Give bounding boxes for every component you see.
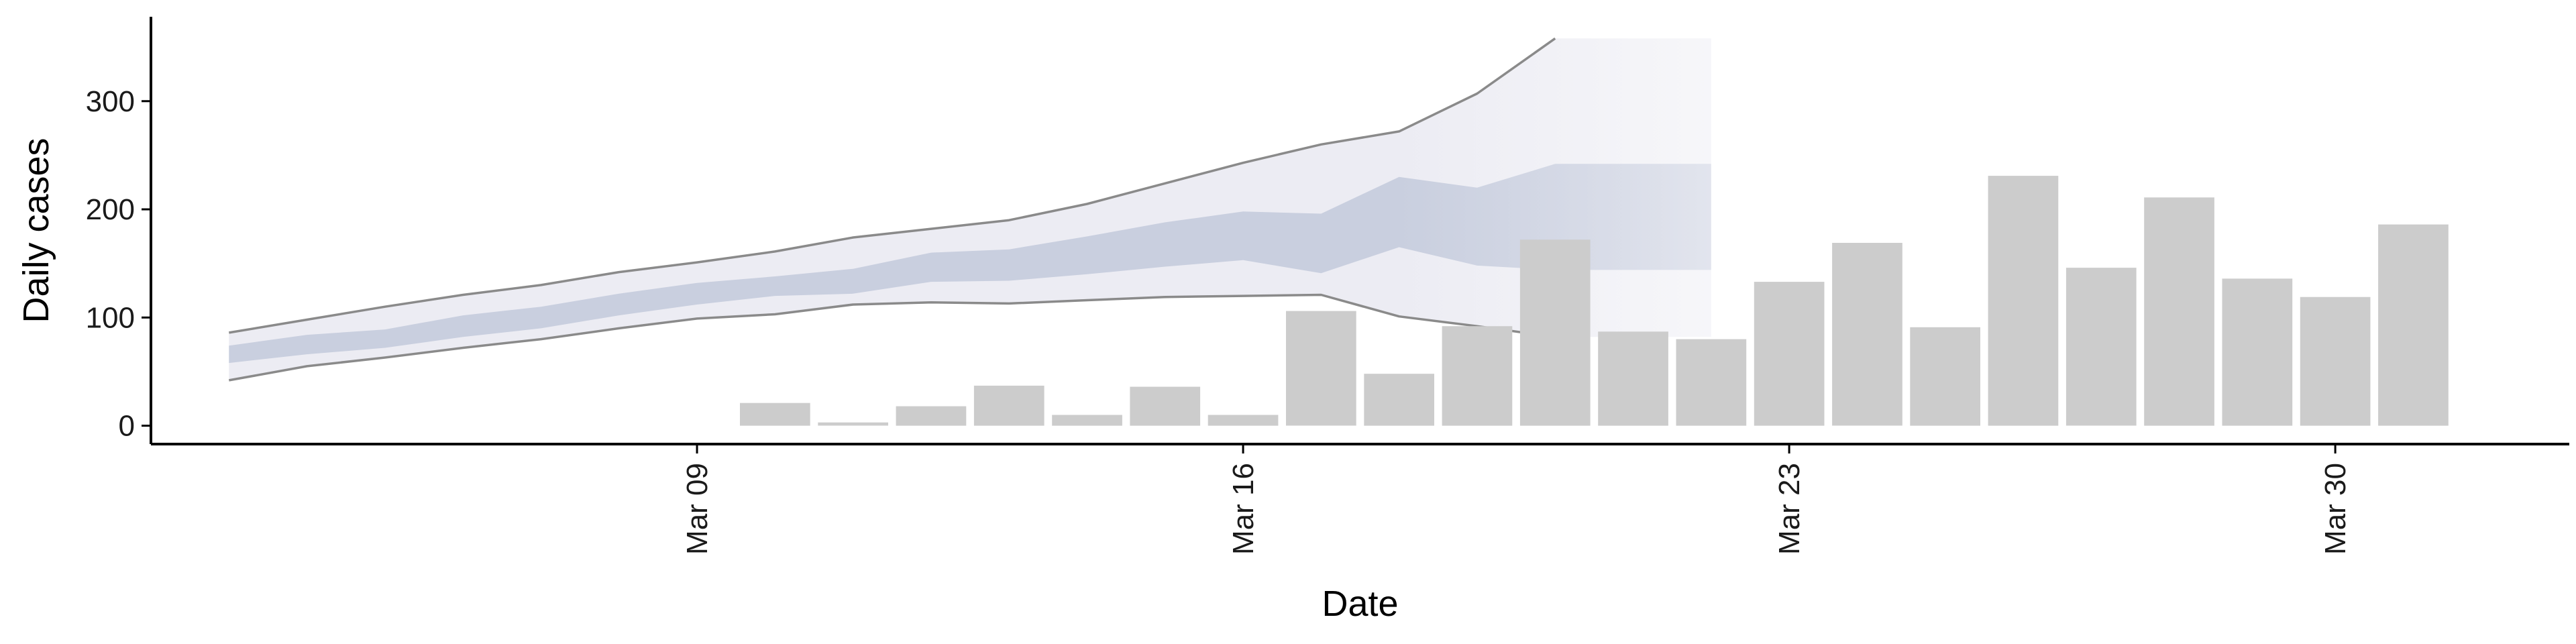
x-tick-label-Mar 09: Mar 09 xyxy=(681,463,714,555)
bar-2020-03-13 xyxy=(973,385,1044,426)
upper-interval-line xyxy=(229,37,1556,334)
axes-group xyxy=(150,17,2569,445)
y-tick-label-100: 100 xyxy=(86,301,135,334)
estimate-bands xyxy=(228,37,1711,382)
bar-2020-03-28 xyxy=(2144,197,2214,426)
bar-2020-03-31 xyxy=(2378,224,2449,426)
bar-2020-03-10 xyxy=(740,402,810,426)
x-tick-label-Mar 23: Mar 23 xyxy=(1773,463,1806,555)
y-ticks: 0 100 200 300 xyxy=(86,85,151,443)
y-tick-label-200: 200 xyxy=(86,193,135,226)
bar-2020-03-20 xyxy=(1519,239,1591,426)
lower-interval-line xyxy=(228,293,1556,382)
bar-2020-03-30 xyxy=(2300,297,2371,426)
bar-2020-03-17 xyxy=(1286,311,1356,426)
bar-2020-03-15 xyxy=(1130,386,1201,426)
y-axis-title: Daily cases xyxy=(16,138,56,323)
inner-interval-band xyxy=(229,164,1711,364)
bar-2020-03-21 xyxy=(1598,331,1668,426)
bar-2020-03-25 xyxy=(1910,327,1980,426)
bar-2020-03-18 xyxy=(1364,374,1434,426)
bar-2020-03-11 xyxy=(818,422,888,426)
y-tick-label-300: 300 xyxy=(86,85,135,118)
x-tick-label-Mar 16: Mar 16 xyxy=(1227,463,1260,555)
bar-2020-03-22 xyxy=(1676,339,1747,426)
bar-2020-03-19 xyxy=(1442,326,1513,426)
bar-2020-03-24 xyxy=(1832,243,1902,426)
bar-2020-03-29 xyxy=(2222,278,2293,426)
bar-2020-03-27 xyxy=(2065,268,2137,426)
bars-group xyxy=(740,176,2449,426)
x-ticks: Mar 09 Mar 16 Mar 23 Mar 30 xyxy=(681,444,2352,555)
bar-2020-03-14 xyxy=(1052,415,1122,426)
y-tick-label-0: 0 xyxy=(119,410,135,443)
outer-interval-band xyxy=(229,38,1711,380)
x-tick-label-Mar 30: Mar 30 xyxy=(2319,463,2352,555)
bar-2020-03-23 xyxy=(1754,282,1825,426)
bar-2020-03-26 xyxy=(1988,176,2059,426)
bar-2020-03-16 xyxy=(1208,415,1279,426)
x-axis-title: Date xyxy=(1322,584,1398,624)
bar-2020-03-12 xyxy=(896,406,967,426)
